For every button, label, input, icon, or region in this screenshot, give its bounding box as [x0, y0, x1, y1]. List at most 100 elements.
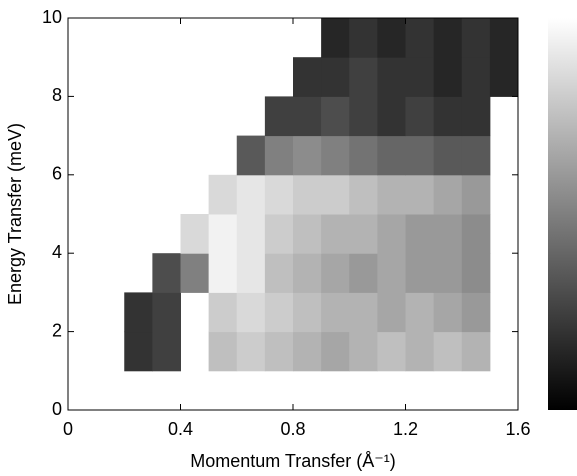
heatmap-cell [489, 57, 519, 97]
heatmap-cell [236, 331, 266, 372]
heatmap-cell [349, 174, 378, 215]
heatmap-cell [433, 174, 463, 215]
heatmap-cell [321, 135, 350, 176]
heatmap-cell [208, 174, 238, 215]
heatmap-cell [208, 253, 238, 293]
heatmap-cell [349, 253, 378, 293]
heatmap-cell [208, 292, 238, 333]
heatmap-cell [405, 214, 435, 254]
heatmap-cell [433, 253, 463, 293]
heatmap-cell [180, 253, 210, 293]
x-tick-label: 0.4 [168, 419, 193, 439]
heatmap-cell [405, 331, 435, 372]
heatmap-cell [377, 253, 406, 293]
heatmap-cell [264, 96, 294, 137]
heatmap-cell [264, 174, 294, 215]
heatmap-cell [461, 174, 491, 215]
heatmap-cell [461, 214, 491, 254]
heatmap-cell [433, 331, 463, 372]
heatmap-cell [236, 214, 266, 254]
y-tick-label: 8 [52, 85, 62, 105]
heatmap-cell [405, 18, 435, 58]
heatmap-cell [321, 292, 350, 333]
heatmap-cell [152, 292, 181, 333]
heatmap-cell [321, 96, 350, 137]
heatmap-cell [321, 331, 350, 372]
heatmap-cell [236, 253, 266, 293]
heatmap-cell [461, 96, 491, 137]
heatmap-cell [461, 292, 491, 333]
heatmap-cell [405, 96, 435, 137]
heatmap [124, 18, 519, 372]
heatmap-cell [236, 135, 266, 176]
heatmap-cell [433, 96, 463, 137]
y-axis-label: Energy Transfer (meV) [5, 123, 25, 305]
heatmap-cell [293, 135, 322, 176]
heatmap-cell [293, 57, 322, 97]
y-tick-label: 2 [52, 320, 62, 340]
x-tick-label: 0 [63, 419, 73, 439]
heatmap-cell [349, 331, 378, 372]
heatmap-cell [405, 253, 435, 293]
heatmap-cell [377, 214, 406, 254]
heatmap-cell [377, 18, 406, 58]
heatmap-cell [433, 135, 463, 176]
y-tick-label: 0 [52, 399, 62, 419]
heatmap-cell [433, 18, 463, 58]
heatmap-cell [489, 18, 519, 58]
heatmap-cell [433, 214, 463, 254]
heatmap-cell [349, 96, 378, 137]
heatmap-cell [405, 174, 435, 215]
heatmap-cell [321, 57, 350, 97]
heatmap-cell [461, 331, 491, 372]
heatmap-cell [349, 135, 378, 176]
heatmap-cell [264, 292, 294, 333]
heatmap-cell [208, 214, 238, 254]
heatmap-cell [264, 135, 294, 176]
heatmap-cell [461, 135, 491, 176]
heatmap-cell [405, 292, 435, 333]
heatmap-cell [377, 96, 406, 137]
heatmap-cell [349, 214, 378, 254]
heatmap-cell [433, 292, 463, 333]
heatmap-cell [321, 214, 350, 254]
x-tick-label: 1.2 [393, 419, 418, 439]
heatmap-cell [293, 214, 322, 254]
heatmap-cell [349, 18, 378, 58]
heatmap-cell [124, 292, 153, 333]
heatmap-cell [293, 331, 322, 372]
heatmap-cell [461, 57, 491, 97]
heatmap-cell [433, 57, 463, 97]
heatmap-cell [208, 331, 238, 372]
heatmap-cell [461, 18, 491, 58]
heatmap-cell [461, 253, 491, 293]
heatmap-cell [405, 57, 435, 97]
heatmap-cell [293, 96, 322, 137]
y-tick-label: 4 [52, 242, 62, 262]
x-tick-label: 1.6 [505, 419, 530, 439]
heatmap-cell [405, 135, 435, 176]
heatmap-cell [264, 253, 294, 293]
colorbar [548, 18, 577, 410]
heatmap-cell [321, 18, 350, 58]
heatmap-cell [264, 331, 294, 372]
y-tick-label: 6 [52, 164, 62, 184]
heatmap-cell [236, 174, 266, 215]
heatmap-cell [377, 57, 406, 97]
heatmap-cell [377, 292, 406, 333]
heatmap-cell [349, 57, 378, 97]
y-tick-label: 10 [42, 7, 62, 27]
heatmap-cell [124, 331, 153, 372]
heatmap-cell [264, 214, 294, 254]
x-tick-label: 0.8 [280, 419, 305, 439]
heatmap-cell [236, 292, 266, 333]
heatmap-cell [293, 292, 322, 333]
x-axis-label: Momentum Transfer (Å⁻¹) [190, 451, 396, 471]
heatmap-cell [293, 253, 322, 293]
heatmap-cell [377, 331, 406, 372]
heatmap-cell [180, 214, 210, 254]
heatmap-cell [377, 135, 406, 176]
heatmap-cell [152, 253, 181, 293]
heatmap-cell [321, 253, 350, 293]
